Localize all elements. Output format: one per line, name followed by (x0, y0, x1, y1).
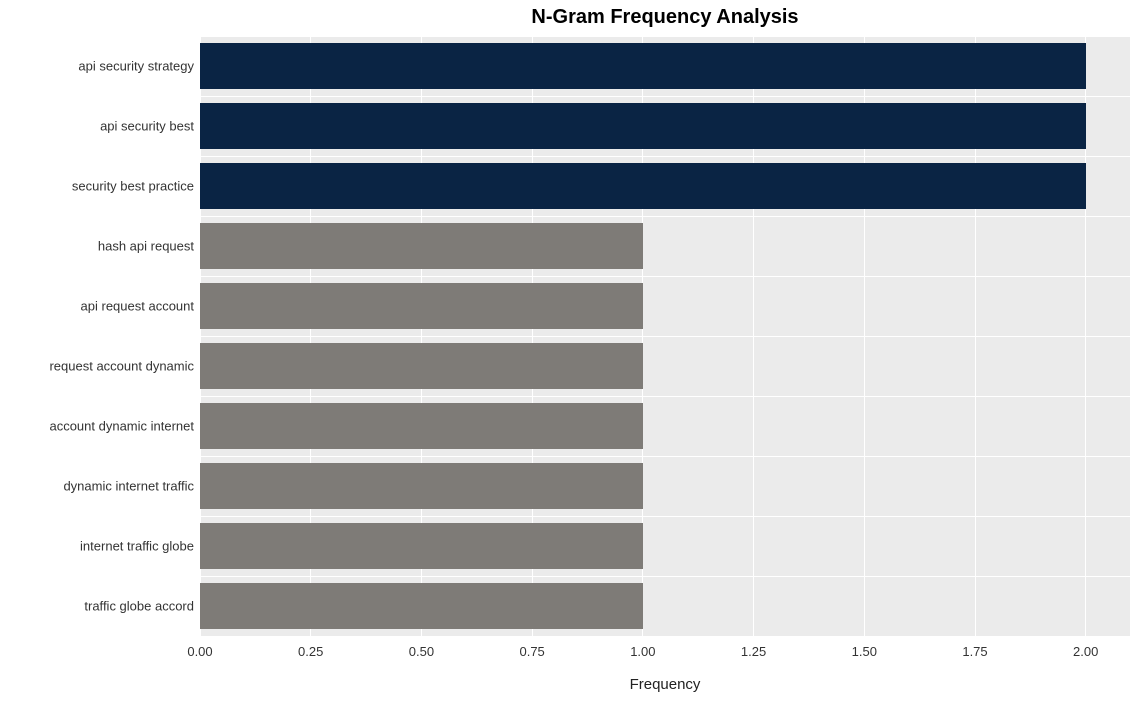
x-tick-label: 0.75 (519, 644, 544, 659)
y-tick-label: internet traffic globe (80, 539, 194, 554)
x-tick-label: 1.50 (852, 644, 877, 659)
bar (200, 43, 1086, 89)
y-tick-label: traffic globe accord (84, 599, 194, 614)
x-tick-label: 1.00 (630, 644, 655, 659)
bar (200, 523, 643, 569)
grid-line-horizontal (200, 156, 1130, 157)
plot-area (200, 36, 1130, 636)
y-tick-label: api security strategy (78, 59, 194, 74)
grid-line-horizontal (200, 516, 1130, 517)
bar (200, 223, 643, 269)
chart-title: N-Gram Frequency Analysis (200, 6, 1130, 29)
bar (200, 103, 1086, 149)
x-tick-label: 0.25 (298, 644, 323, 659)
y-tick-label: api request account (81, 299, 194, 314)
grid-line-horizontal (200, 396, 1130, 397)
grid-line-horizontal (200, 336, 1130, 337)
y-tick-label: hash api request (98, 239, 194, 254)
x-tick-label: 0.50 (409, 644, 434, 659)
grid-line-horizontal (200, 96, 1130, 97)
x-axis-label: Frequency (200, 676, 1130, 693)
y-tick-label: security best practice (72, 179, 194, 194)
y-tick-label: dynamic internet traffic (63, 479, 194, 494)
x-tick-label: 2.00 (1073, 644, 1098, 659)
grid-line-horizontal (200, 576, 1130, 577)
bar (200, 163, 1086, 209)
grid-line-horizontal (200, 276, 1130, 277)
y-tick-label: request account dynamic (49, 359, 194, 374)
bar (200, 583, 643, 629)
grid-line-horizontal (200, 456, 1130, 457)
grid-line-horizontal (200, 636, 1130, 637)
bar (200, 283, 643, 329)
bar (200, 463, 643, 509)
y-tick-label: api security best (100, 119, 194, 134)
x-tick-label: 1.25 (741, 644, 766, 659)
ngram-frequency-chart: N-Gram Frequency Analysis Frequency api … (0, 0, 1140, 701)
bar (200, 343, 643, 389)
y-tick-label: account dynamic internet (49, 419, 194, 434)
x-tick-label: 1.75 (962, 644, 987, 659)
grid-line-horizontal (200, 216, 1130, 217)
grid-line-horizontal (200, 36, 1130, 37)
x-tick-label: 0.00 (187, 644, 212, 659)
bar (200, 403, 643, 449)
